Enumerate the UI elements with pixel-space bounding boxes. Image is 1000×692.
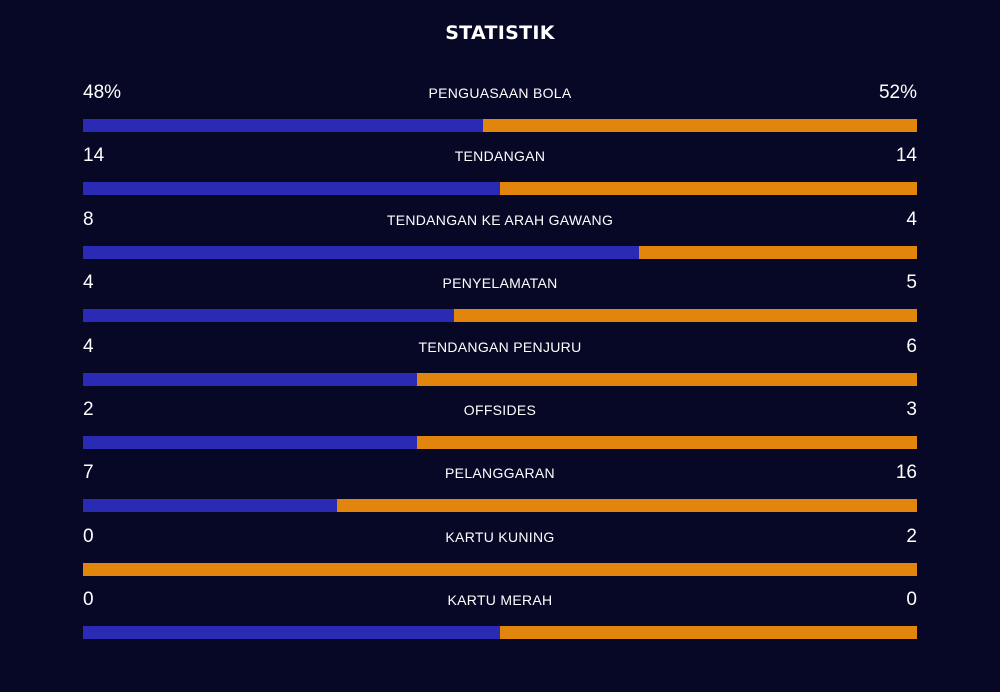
stat-home-value: 4 [83, 272, 94, 294]
stat-label: KARTU KUNING [445, 528, 555, 545]
stat-label: OFFSIDES [463, 401, 537, 418]
stat-away-value: 52% [878, 82, 917, 103]
stat-home-value: 4 [83, 335, 94, 357]
stat-bar [83, 182, 917, 196]
stat-away-value: 6 [906, 335, 917, 357]
stat-row: 14 TENDANGAN 14 [83, 141, 917, 204]
stat-bar-away-segment [416, 435, 917, 449]
stats-comparison-chart: 48% PENGUASAAN BOLA 52% 14 TENDANGAN 14 8 TENDA… [83, 78, 917, 649]
stat-home-value: 8 [83, 208, 94, 230]
stat-row: 8 TENDANGAN KE ARAH GAWANG 4 [83, 205, 917, 268]
stat-bar [83, 626, 917, 640]
stat-row: 4 TENDANGAN PENJURU 6 [83, 332, 917, 395]
stat-bar-home-segment [83, 626, 500, 640]
stat-bar-away-segment [500, 182, 917, 196]
stat-label: PENGUASAAN BOLA [428, 85, 572, 101]
stat-bar [83, 435, 917, 449]
stat-label: TENDANGAN [454, 148, 546, 165]
stat-bar-home-segment [83, 119, 484, 132]
stat-label: TENDANGAN PENJURU [418, 338, 582, 355]
stat-bar-home-segment [83, 499, 337, 513]
stat-row: 7 PELANGGARAN 16 [83, 458, 917, 521]
stats-title: STATISTIK [445, 22, 555, 44]
stat-bar-home-segment [83, 309, 454, 323]
stat-bar [83, 119, 917, 132]
stat-away-value: 14 [895, 145, 917, 167]
stat-home-value: 7 [83, 462, 94, 484]
stat-bar-away-segment [416, 372, 917, 386]
stat-home-value: 0 [83, 589, 94, 611]
stat-home-value: 14 [83, 145, 105, 167]
stat-away-value: 16 [895, 462, 917, 484]
stat-row: 0 KARTU KUNING 2 [83, 522, 917, 585]
stat-bar [83, 372, 917, 386]
stat-bar-home-segment [83, 435, 417, 449]
stat-bar [83, 562, 917, 576]
stat-away-value: 4 [906, 208, 917, 230]
stat-bar-away-segment [500, 626, 917, 640]
stat-bar-away-segment [483, 119, 917, 132]
stat-bar-home-segment [83, 182, 500, 196]
stat-away-value: 0 [906, 589, 917, 611]
stat-bar-away-segment [453, 309, 917, 323]
stat-row: 4 PENYELAMATAN 5 [83, 268, 917, 331]
stat-bar-away-segment [638, 245, 917, 259]
stat-label: PELANGGARAN [445, 465, 555, 482]
stat-bar [83, 309, 917, 323]
stat-bar-home-segment [83, 372, 417, 386]
stat-away-value: 2 [906, 525, 917, 547]
stat-row: 0 KARTU MERAH 0 [83, 585, 917, 648]
stat-row: 2 OFFSIDES 3 [83, 395, 917, 458]
stat-bar-home-segment [83, 245, 639, 259]
stat-home-value: 2 [83, 398, 94, 420]
stat-away-value: 5 [906, 272, 917, 294]
stat-label: TENDANGAN KE ARAH GAWANG [386, 211, 614, 228]
stat-home-value: 48% [83, 82, 122, 103]
stat-label: KARTU MERAH [447, 592, 553, 609]
stat-bar [83, 499, 917, 513]
stat-bar-away-segment [83, 562, 917, 576]
stat-bar-away-segment [336, 499, 917, 513]
stat-label: PENYELAMATAN [442, 275, 558, 292]
stat-row: 48% PENGUASAAN BOLA 52% [83, 78, 917, 141]
stat-home-value: 0 [83, 525, 94, 547]
stat-away-value: 3 [906, 398, 917, 420]
stat-bar [83, 245, 917, 259]
